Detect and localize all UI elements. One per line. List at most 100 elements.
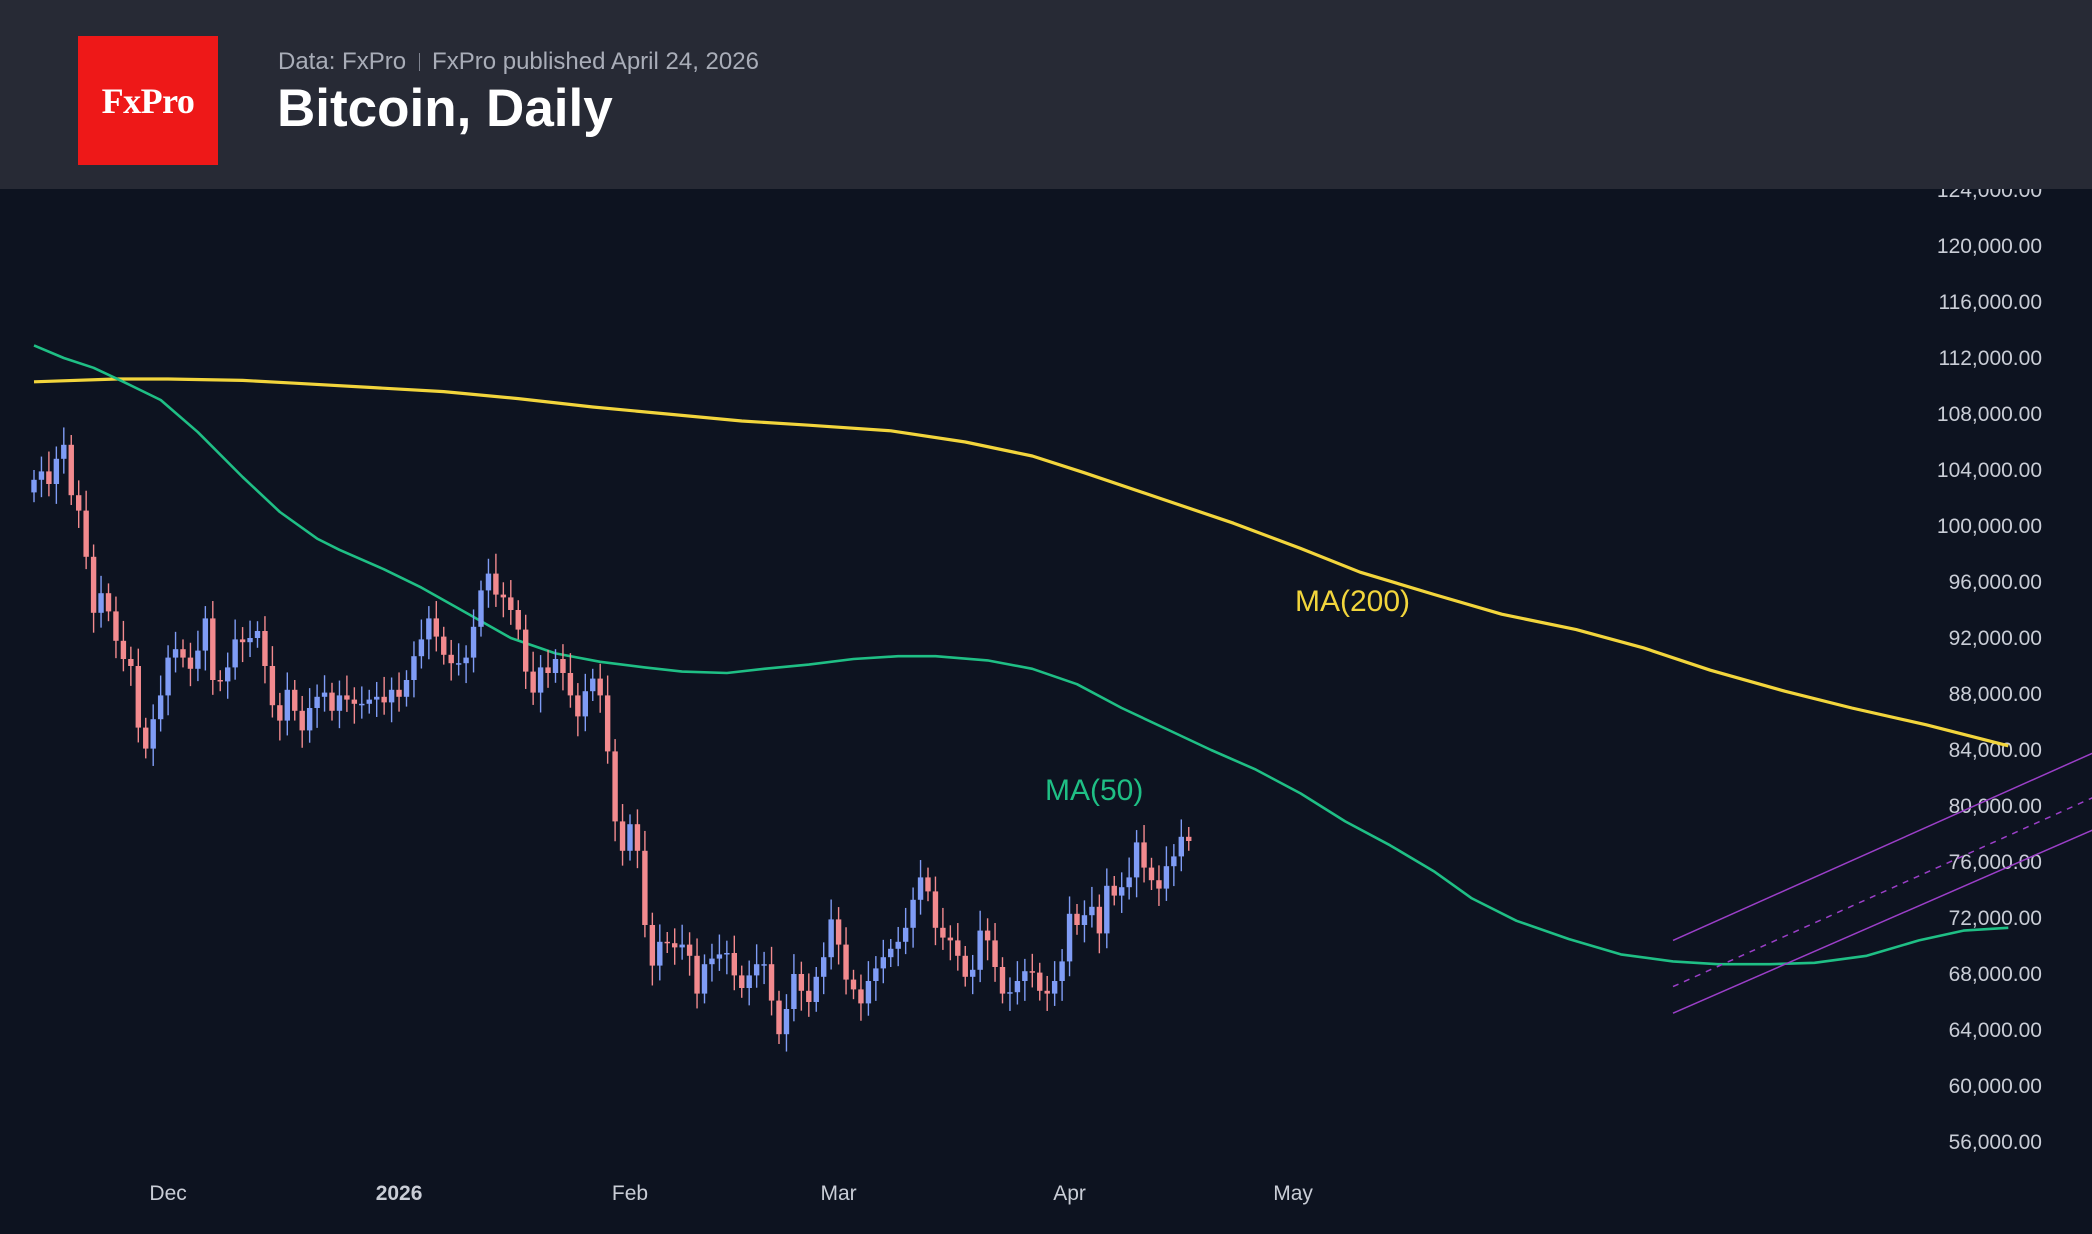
candle-body	[709, 958, 715, 965]
candle-body	[917, 877, 924, 900]
x-axis: Dec 2026 Feb Mar Apr May	[149, 1182, 1313, 1205]
candle-body	[1037, 972, 1043, 991]
candle-body	[858, 989, 864, 1004]
candle-body	[716, 954, 723, 959]
candle-body	[761, 964, 767, 966]
candle	[113, 596, 119, 659]
candle-body	[284, 689, 290, 721]
candle-body	[463, 657, 469, 664]
candle	[895, 926, 901, 967]
candle	[731, 935, 737, 991]
candle	[239, 627, 246, 663]
y-tick-label: 80,000.00	[1949, 795, 2042, 818]
candle-body	[1126, 877, 1132, 888]
candle	[217, 670, 223, 692]
data-source: Data: FxPro	[278, 48, 407, 75]
x-tick-label: May	[1273, 1182, 1313, 1205]
candle	[351, 687, 358, 724]
candle-body	[1163, 866, 1170, 889]
candle	[999, 957, 1006, 1004]
y-tick-label: 84,000.00	[1949, 739, 2042, 762]
candle-body	[195, 650, 201, 669]
candle	[403, 670, 410, 707]
candle	[798, 961, 805, 1011]
candle	[716, 934, 723, 971]
candle-body	[299, 710, 305, 731]
candle	[135, 648, 141, 743]
candle-body	[873, 968, 879, 981]
y-tick-label: 104,000.00	[1937, 459, 2042, 482]
candle	[753, 944, 760, 988]
candle	[120, 620, 127, 672]
x-tick-label: Apr	[1053, 1182, 1086, 1205]
y-tick-label: 112,000.00	[1938, 347, 2042, 370]
candle-body	[225, 667, 231, 682]
candle-body	[143, 727, 149, 749]
candle	[329, 682, 335, 721]
candle-body	[798, 974, 805, 991]
candle-body	[105, 593, 112, 612]
candle	[187, 642, 194, 687]
candle-body	[597, 678, 603, 696]
candle	[381, 676, 387, 715]
candle	[746, 960, 752, 1006]
candle	[1089, 886, 1095, 928]
candle-body	[955, 940, 961, 956]
candle-body	[433, 618, 439, 637]
candle	[523, 614, 529, 689]
candle	[1133, 830, 1140, 898]
candle-body	[53, 458, 60, 484]
candle-body	[403, 680, 410, 697]
candle	[977, 910, 983, 983]
candle	[664, 932, 670, 953]
candle	[880, 939, 886, 984]
candle-body	[753, 964, 760, 976]
x-tick-label: 2026	[376, 1182, 423, 1205]
y-tick-label: 124,000.00	[1937, 189, 2042, 202]
candle-body	[604, 695, 611, 752]
candle-body	[552, 659, 559, 673]
candle-body	[634, 824, 641, 851]
candle	[672, 928, 678, 965]
candle-body	[731, 953, 737, 976]
candle-body	[672, 943, 678, 948]
candle-body	[925, 877, 931, 892]
candle-body	[1111, 885, 1117, 896]
candle-body	[1007, 992, 1013, 994]
candle-body	[970, 969, 976, 977]
candle-body	[239, 639, 246, 643]
candle-body	[768, 964, 775, 1001]
candle	[336, 680, 343, 729]
candle-body	[83, 510, 89, 557]
candle	[582, 673, 588, 732]
candle	[992, 923, 998, 982]
candle	[1051, 961, 1058, 1006]
candle	[247, 620, 253, 658]
candle	[448, 639, 454, 681]
candle	[76, 480, 82, 528]
candle	[277, 692, 283, 741]
candle	[612, 739, 618, 842]
x-tick-label: Mar	[821, 1182, 857, 1205]
candle	[1066, 896, 1073, 977]
candle	[463, 645, 469, 684]
candle-body	[537, 667, 544, 693]
y-tick-label: 116,000.00	[1938, 291, 2042, 314]
candle	[1007, 977, 1013, 1011]
candle	[1119, 872, 1125, 913]
candle-body	[1171, 856, 1177, 867]
candle	[344, 675, 350, 712]
candle-body	[612, 751, 618, 822]
candle-body	[776, 1000, 782, 1035]
candle	[396, 672, 402, 712]
candle	[597, 663, 603, 713]
candle-body	[865, 981, 872, 1004]
candle	[850, 969, 857, 1000]
candle-body	[388, 689, 395, 703]
candle-body	[1074, 913, 1080, 925]
candle	[180, 639, 186, 668]
candle	[105, 583, 112, 622]
y-tick-label: 64,000.00	[1949, 1019, 2042, 1042]
candle	[433, 601, 439, 652]
candle	[694, 938, 700, 1009]
